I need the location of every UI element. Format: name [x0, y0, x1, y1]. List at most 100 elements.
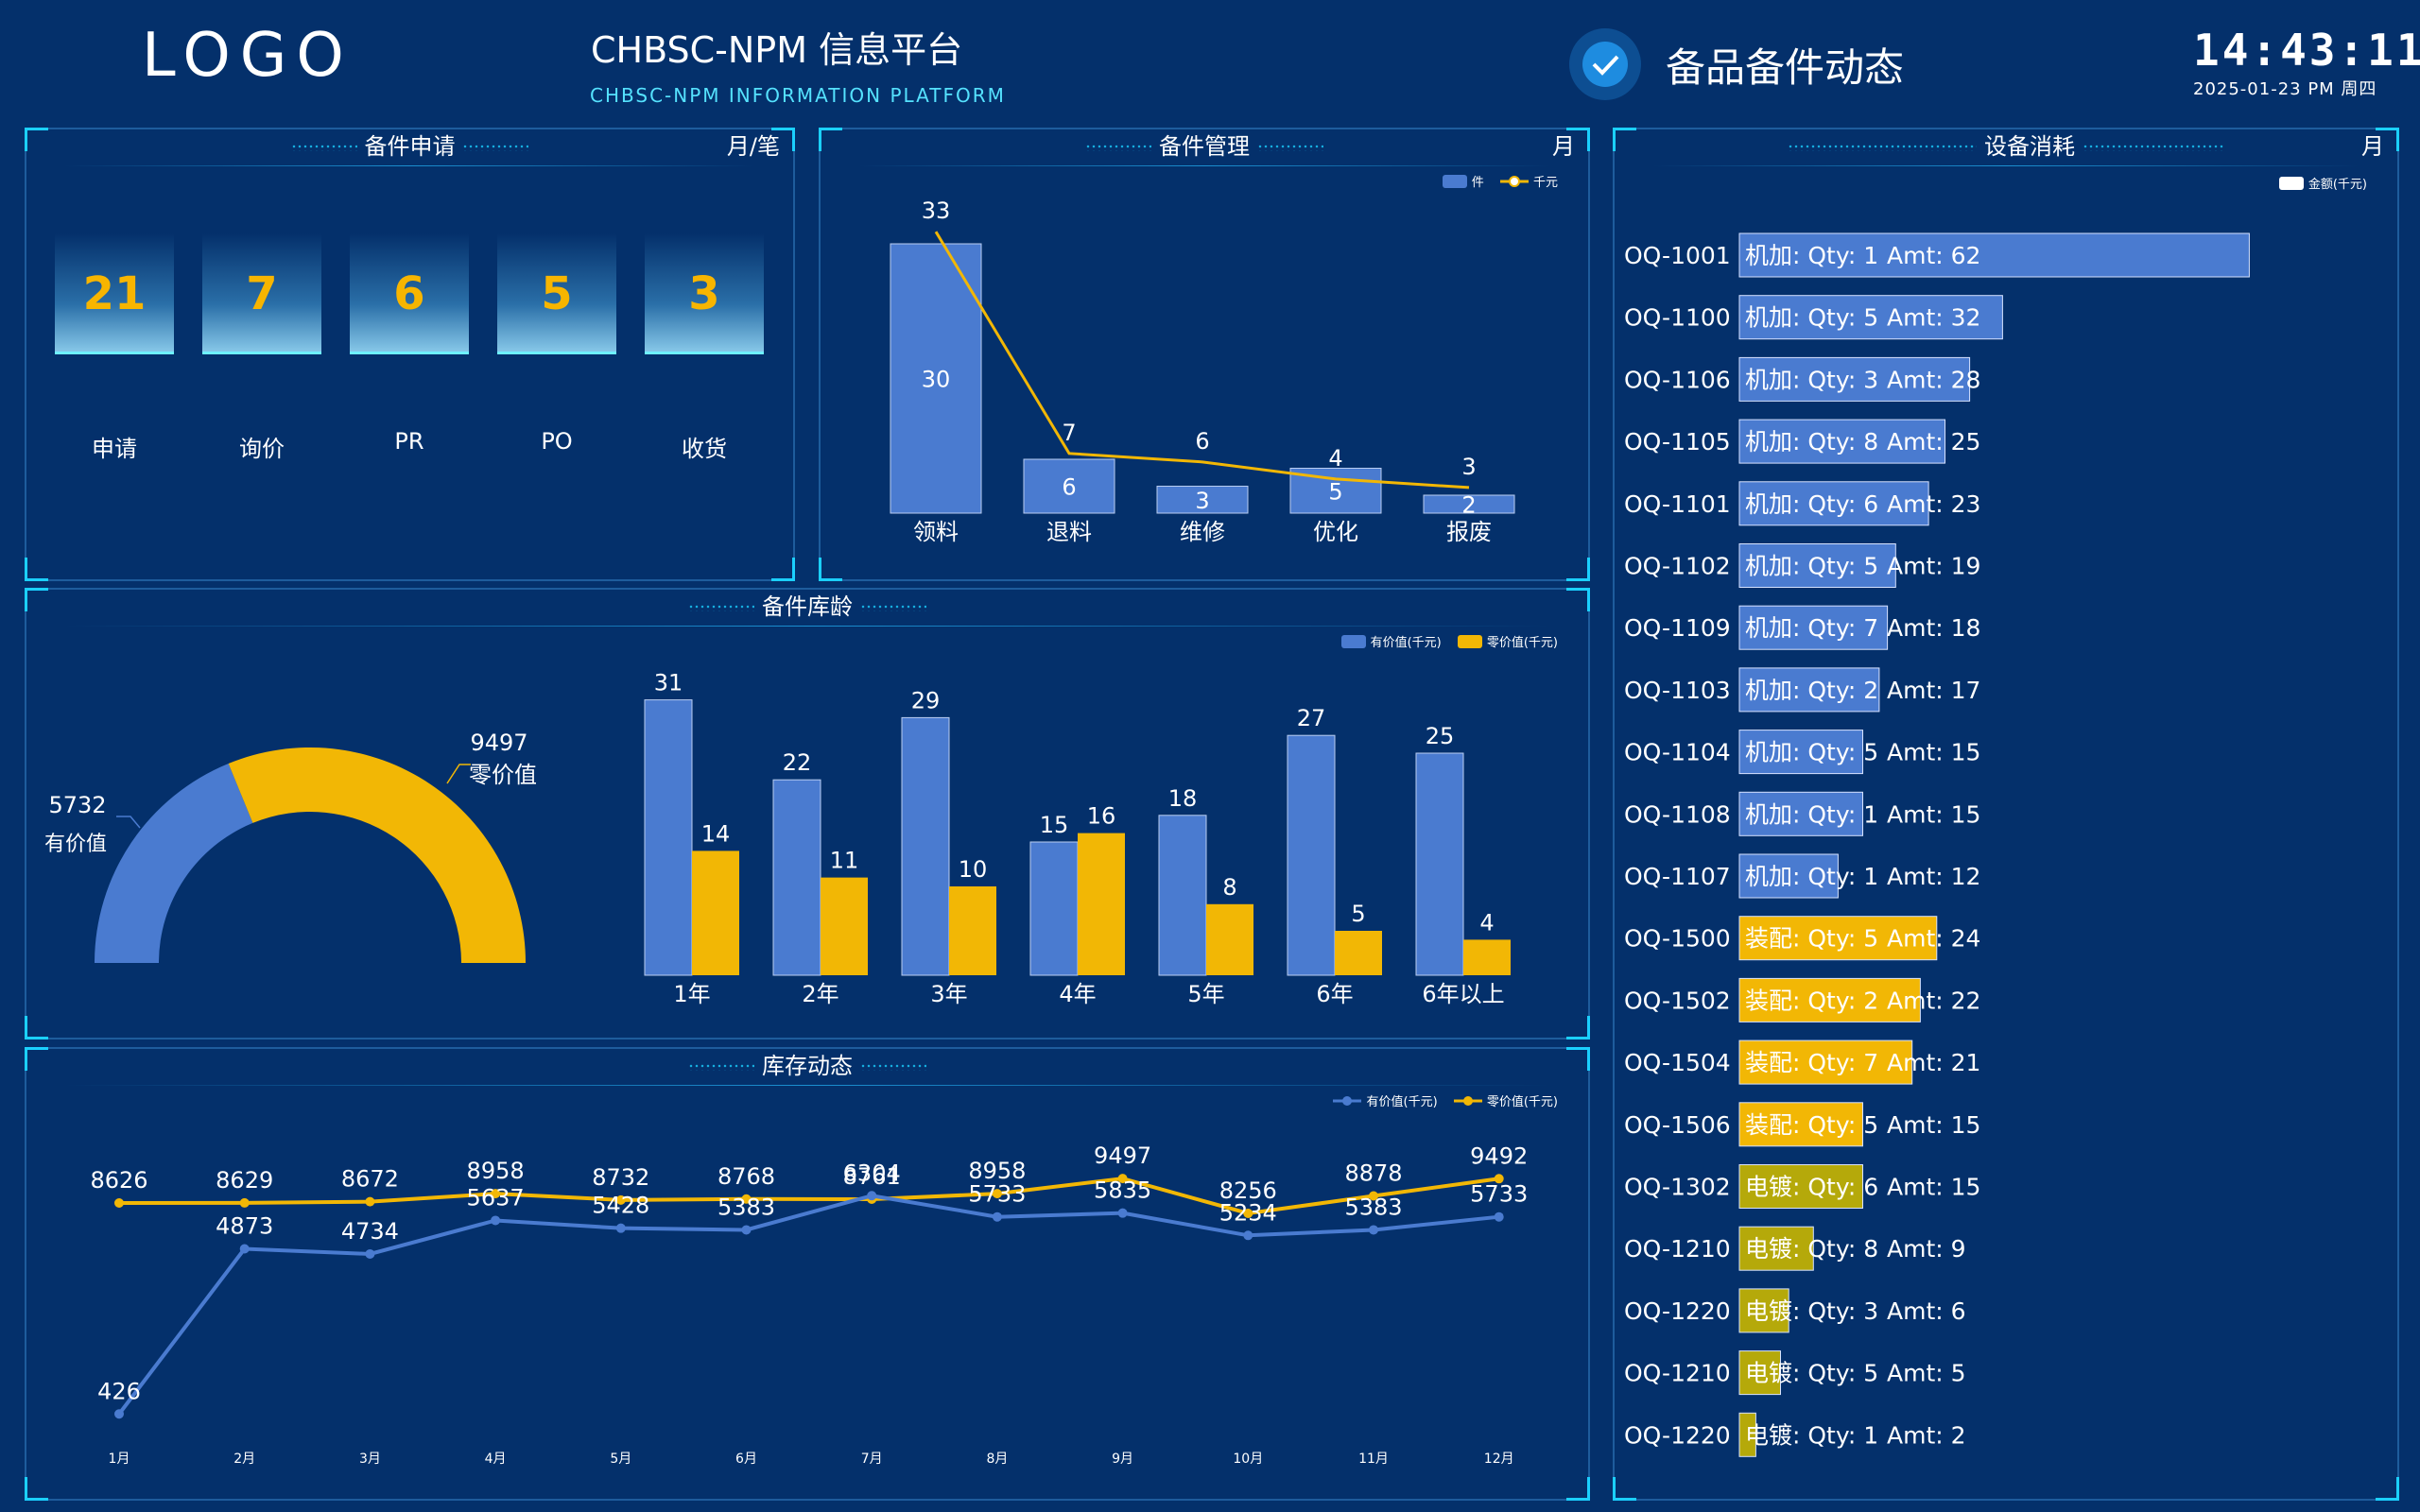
row-label: 机加: Qty: 6 [1745, 490, 1878, 518]
valued-line [117, 1194, 1499, 1416]
consumption-bar [1738, 730, 1863, 775]
kpi-label: PO [541, 428, 573, 455]
panel-title: 备件库龄 [762, 593, 853, 620]
row-id: OQ-1100 [1624, 304, 1731, 332]
kpi-label: 询价 [239, 436, 285, 462]
zero-point [1369, 1191, 1378, 1201]
row-id: OQ-1506 [1624, 1111, 1731, 1139]
row-id: OQ-1107 [1624, 863, 1731, 890]
bar-label: 15 [1040, 812, 1069, 838]
gauge-valued-label: 有价值 [44, 833, 107, 856]
panel-unit[interactable]: 月/笔 [726, 133, 780, 160]
valued-label: 4734 [341, 1218, 399, 1245]
zero-point [1243, 1208, 1253, 1218]
valued-label: 5835 [1094, 1177, 1151, 1204]
bar [1023, 458, 1115, 514]
x-tick-label: 6月 [735, 1452, 757, 1467]
consumption-bar [1738, 232, 2250, 278]
gauge-leader [116, 816, 141, 829]
row-label: 机加: Qty: 8 [1745, 428, 1878, 455]
consumption-bar [1738, 853, 1839, 899]
x-tick-label: 10月 [1233, 1452, 1263, 1467]
row-amount: Amt: 19 [1887, 553, 1980, 580]
panel-spare-manage: 备件管理 月 件 千元 30 领料 6 退料 3 维修 5 优化 2 报废 33 7 6 4 3 [819, 128, 1590, 581]
valued-point [992, 1211, 1002, 1222]
gauge-zero-label: 零价值 [469, 762, 537, 788]
consumption-bar [1738, 791, 1863, 836]
x-tick-label: 维修 [1180, 519, 1225, 545]
consumption-bar [1738, 977, 1921, 1022]
kpi-po[interactable]: 5 [497, 233, 616, 354]
valued-point [1243, 1230, 1253, 1241]
gauge-valued-value: 5732 [48, 792, 106, 818]
x-tick-label: 12月 [1484, 1452, 1514, 1467]
x-tick-label: 3月 [359, 1452, 381, 1467]
row-id: OQ-1109 [1624, 614, 1731, 642]
zero-label: 8958 [467, 1158, 525, 1184]
valued-point [741, 1225, 752, 1235]
spare-age-chart: 9497 零价值 5732 有价值 31 14 1年 22 11 2年 29 10 3年 15 16 4年 18… [44, 670, 1511, 1007]
bar [890, 243, 982, 514]
valued-label: 5234 [1219, 1199, 1277, 1226]
row-label: 装配: Qty: 5 [1745, 925, 1878, 953]
x-tick-label: 2月 [233, 1452, 255, 1467]
bar-label: 3 [1195, 488, 1209, 514]
zero-point [114, 1198, 124, 1208]
consumption-bar [1738, 543, 1896, 588]
zero-label: 8626 [90, 1167, 147, 1194]
row-amount: Amt: 9 [1887, 1235, 1966, 1263]
consumption-bar [1738, 1350, 1781, 1396]
kpi-receive[interactable]: 3 [645, 233, 764, 354]
gauge-zero-arc [228, 747, 526, 963]
x-tick-label: 优化 [1313, 519, 1358, 545]
row-amount: Amt: 15 [1887, 739, 1980, 766]
gauge-valued-arc [95, 763, 253, 963]
consumption-bar [1738, 1412, 1756, 1457]
bar-zero [1463, 939, 1511, 975]
line-label: 33 [922, 198, 951, 224]
equipment-consumption-chart: OQ-1001 机加: Qty: 1 Amt: 62 OQ-1100 机加: Qty: … [1624, 232, 2250, 1457]
row-amount: Amt: 24 [1887, 925, 1980, 953]
row-amount: Amt: 6 [1887, 1297, 1966, 1325]
x-tick-label: 报废 [1446, 519, 1492, 545]
valued-label: 5383 [1344, 1194, 1402, 1220]
row-label: 电镀: Qty: 6 [1745, 1174, 1878, 1201]
bar-label: 5 [1351, 901, 1365, 927]
row-id: OQ-1500 [1624, 925, 1731, 953]
panel-spare-age: 备件库龄 有价值(千元) 零价值(千元) 9497 零价值 5732 有价值 31 14 1… [25, 588, 1590, 1040]
bar-label: 16 [1087, 803, 1116, 830]
bar-valued [644, 699, 693, 976]
panel-equipment-consumption: 设备消耗 月 金额(千元) OQ-1001 机加: Qty: 1 Amt: 62 OQ… [1613, 128, 2399, 1501]
consumption-bar [1738, 1226, 1814, 1271]
row-id: OQ-1103 [1624, 677, 1731, 704]
zero-point [992, 1189, 1002, 1199]
panel-unit[interactable]: 月 [1552, 133, 1575, 160]
row-label: 机加: Qty: 3 [1745, 366, 1878, 393]
kpi-apply[interactable]: 21 [55, 233, 174, 354]
x-tick-label: 5月 [610, 1452, 631, 1467]
kpi-inquiry[interactable]: 7 [202, 233, 321, 354]
bar-label: 22 [783, 749, 812, 776]
row-label: 机加: Qty: 2 [1745, 677, 1878, 704]
bar-zero [949, 886, 996, 975]
gauge-leader [446, 764, 471, 784]
logo: LOGO [142, 21, 354, 91]
row-id: OQ-1302 [1624, 1174, 1731, 1201]
x-tick-label: 1年 [673, 981, 710, 1007]
gauge-zero-value: 9497 [470, 730, 527, 756]
row-id: OQ-1108 [1624, 800, 1731, 828]
kpi-label: PR [394, 428, 424, 455]
panel-unit[interactable]: 月 [2361, 133, 2384, 160]
row-amount: Amt: 28 [1887, 366, 1980, 393]
kpi-pr[interactable]: 6 [350, 233, 469, 354]
consumption-bar [1738, 419, 1945, 464]
bar-valued [1158, 815, 1207, 976]
bar-label: 27 [1297, 705, 1326, 731]
chart-legend: 金额(千元) [2278, 173, 2378, 192]
valued-label: 5733 [968, 1181, 1026, 1208]
bar-zero [1078, 833, 1125, 975]
row-amount: Amt: 23 [1887, 490, 1980, 518]
zero-label: 8958 [968, 1158, 1026, 1184]
x-tick-label: 退料 [1046, 519, 1092, 545]
bar-label: 11 [830, 848, 859, 874]
